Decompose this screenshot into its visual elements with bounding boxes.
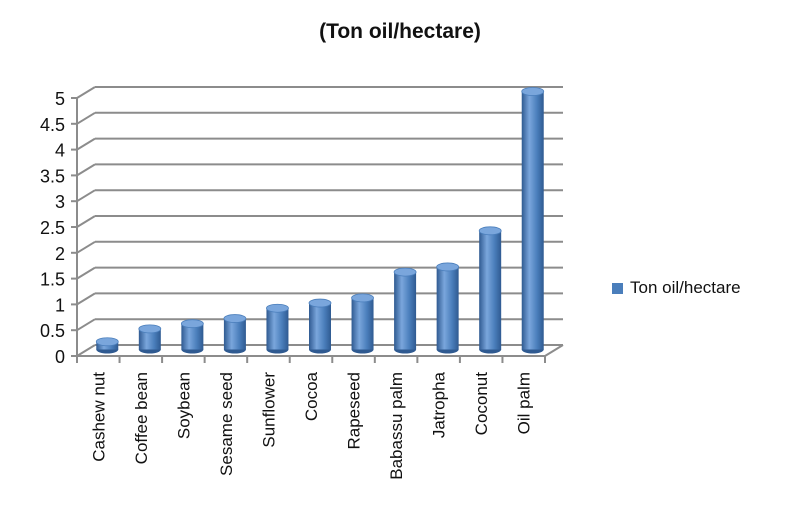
bar-coffee-bean: [138, 324, 162, 354]
y-tick-label: 2.5: [40, 218, 65, 238]
y-tick-label: 1.5: [40, 270, 65, 290]
x-category-label: Coffee bean: [132, 372, 151, 464]
x-category-label: Babassu palm: [387, 372, 406, 480]
bar-babassu-palm: [393, 267, 417, 354]
bar-rapeseed: [351, 293, 374, 354]
y-tick-label: 4: [55, 141, 65, 161]
x-category-label: Sunflower: [259, 372, 278, 448]
y-tick-label: 1: [55, 295, 65, 315]
x-category-label: Jatropha: [430, 371, 449, 438]
y-tick-label: 2: [55, 244, 65, 264]
bar-oil-palm: [521, 87, 545, 354]
y-tick-label: 3: [55, 192, 65, 212]
chart-title: (Ton oil/hectare): [319, 20, 481, 43]
bar-cocoa: [308, 298, 332, 354]
bar-soybean: [180, 319, 204, 354]
x-category-label: Rapeseed: [345, 372, 364, 450]
x-category-label: Oil palm: [515, 372, 534, 434]
y-tick-label: 0: [55, 347, 65, 367]
y-tick-label: 5: [55, 89, 65, 109]
bar-cashew-nut: [95, 337, 119, 354]
y-tick-label: 3.5: [40, 166, 65, 186]
x-category-label: Coconut: [472, 372, 491, 436]
bar-sesame-seed: [223, 314, 247, 354]
bar-sunflower: [266, 303, 289, 354]
x-category-label: Sesame seed: [217, 372, 236, 476]
bar-jatropha: [436, 262, 460, 354]
x-category-label: Soybean: [174, 372, 193, 439]
bar-coconut: [478, 226, 502, 354]
y-tick-label: 0.5: [40, 321, 65, 341]
x-category-label: Cocoa: [302, 371, 321, 421]
x-category-label: Cashew nut: [89, 372, 108, 462]
legend-label: Ton oil/hectare: [630, 278, 741, 297]
legend: Ton oil/hectare: [612, 278, 741, 298]
legend-swatch: [612, 282, 623, 294]
y-tick-label: 4.5: [40, 115, 65, 135]
